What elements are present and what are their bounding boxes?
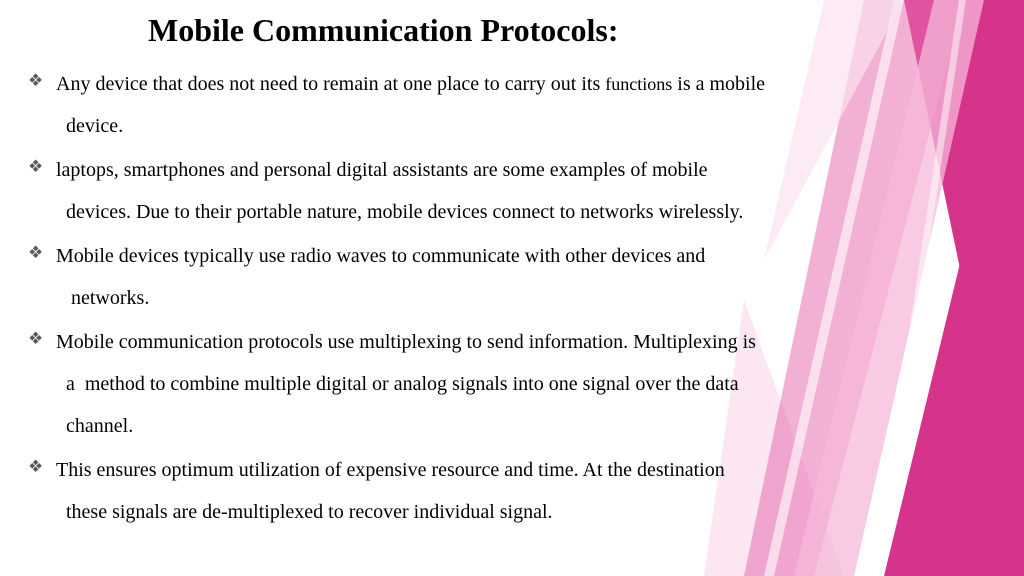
- bullet-text-cont: these signals are de-multiplexed to reco…: [56, 491, 884, 533]
- list-item: This ensures optimum utilization of expe…: [28, 449, 884, 533]
- bullet-list: Any device that does not need to remain …: [28, 63, 884, 533]
- bullet-text: This ensures optimum utilization of expe…: [56, 459, 725, 481]
- bullet-text-cont: channel.: [56, 405, 884, 447]
- bullet-text: laptops, smartphones and personal digita…: [56, 159, 708, 181]
- list-item: Any device that does not need to remain …: [28, 63, 884, 147]
- list-item: laptops, smartphones and personal digita…: [28, 149, 884, 233]
- bullet-text: Mobile devices typically use radio waves…: [56, 245, 705, 267]
- list-item: Mobile devices typically use radio waves…: [28, 235, 884, 319]
- bullet-text: Any device that does not need to remain …: [56, 73, 765, 95]
- bullet-text-cont: devices. Due to their portable nature, m…: [56, 191, 884, 233]
- bullet-text-cont: networks.: [56, 277, 884, 319]
- bullet-text-cont: device.: [56, 105, 884, 147]
- slide-content: Mobile Communication Protocols: Any devi…: [0, 0, 1024, 555]
- slide-title: Mobile Communication Protocols:: [148, 12, 884, 49]
- bullet-text: Mobile communication protocols use multi…: [56, 331, 756, 353]
- list-item: Mobile communication protocols use multi…: [28, 321, 884, 447]
- bullet-text-cont: a method to combine multiple digital or …: [56, 363, 884, 405]
